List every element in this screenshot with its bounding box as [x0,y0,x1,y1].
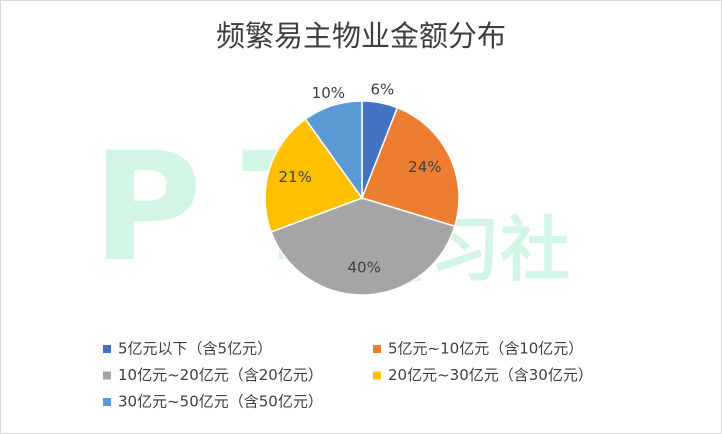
data-label: 21% [279,168,312,186]
data-label: 24% [408,158,441,176]
legend-swatch [103,371,111,380]
legend-label: 5亿元以下（含5亿元） [118,340,272,358]
pie-slice [264,118,364,233]
legend-swatch [103,398,111,406]
pie-slice [304,100,363,201]
legend-swatch [373,345,381,353]
legend-label: 5亿元~10亿元（含10亿元） [388,340,583,358]
legend-swatch [103,345,111,353]
chart-title: 频繁易主物业金额分布 [216,19,506,53]
legend-label: 30亿元~50亿元（含50亿元） [118,393,323,411]
data-label: 40% [348,258,381,276]
legend-label: 10亿元~20亿元（含20亿元） [118,366,323,384]
legend-label: 20亿元~30亿元（含30亿元） [388,366,593,384]
data-label: 6% [371,80,395,98]
pie-slice [361,106,460,228]
pie-slice [270,197,456,296]
data-label: 10% [312,84,345,102]
legend-swatch [373,371,381,380]
